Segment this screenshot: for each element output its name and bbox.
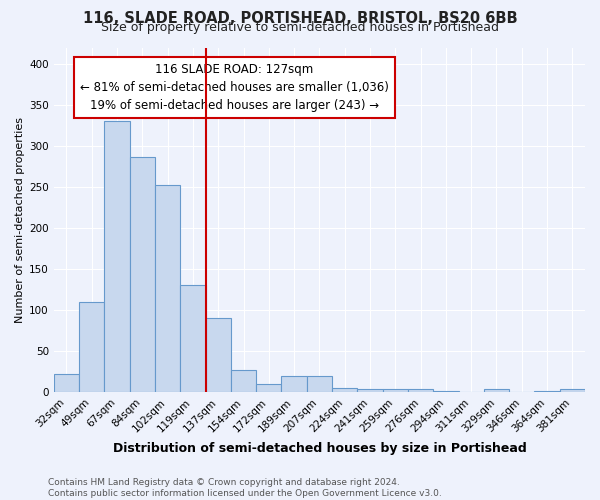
Bar	[560, 388, 585, 392]
Bar	[231, 370, 256, 392]
Bar	[180, 284, 206, 392]
Bar	[484, 390, 509, 392]
X-axis label: Distribution of semi-detached houses by size in Portishead: Distribution of semi-detached houses by …	[113, 442, 526, 455]
Text: Size of property relative to semi-detached houses in Portishead: Size of property relative to semi-detach…	[101, 21, 499, 34]
Bar	[155, 186, 180, 392]
Bar	[206, 318, 231, 392]
Bar	[383, 390, 408, 392]
Bar	[358, 388, 383, 392]
Bar	[104, 122, 130, 392]
Text: 116 SLADE ROAD: 127sqm
← 81% of semi-detached houses are smaller (1,036)
19% of : 116 SLADE ROAD: 127sqm ← 81% of semi-det…	[80, 63, 389, 112]
Bar	[408, 390, 433, 392]
Text: 116, SLADE ROAD, PORTISHEAD, BRISTOL, BS20 6BB: 116, SLADE ROAD, PORTISHEAD, BRISTOL, BS…	[83, 11, 517, 26]
Bar	[307, 376, 332, 392]
Bar	[535, 391, 560, 392]
Bar	[54, 374, 79, 392]
Bar	[281, 376, 307, 392]
Bar	[332, 388, 358, 392]
Bar	[256, 384, 281, 392]
Bar	[79, 302, 104, 392]
Y-axis label: Number of semi-detached properties: Number of semi-detached properties	[15, 116, 25, 322]
Bar	[433, 391, 458, 392]
Text: Contains HM Land Registry data © Crown copyright and database right 2024.
Contai: Contains HM Land Registry data © Crown c…	[48, 478, 442, 498]
Bar	[130, 156, 155, 392]
